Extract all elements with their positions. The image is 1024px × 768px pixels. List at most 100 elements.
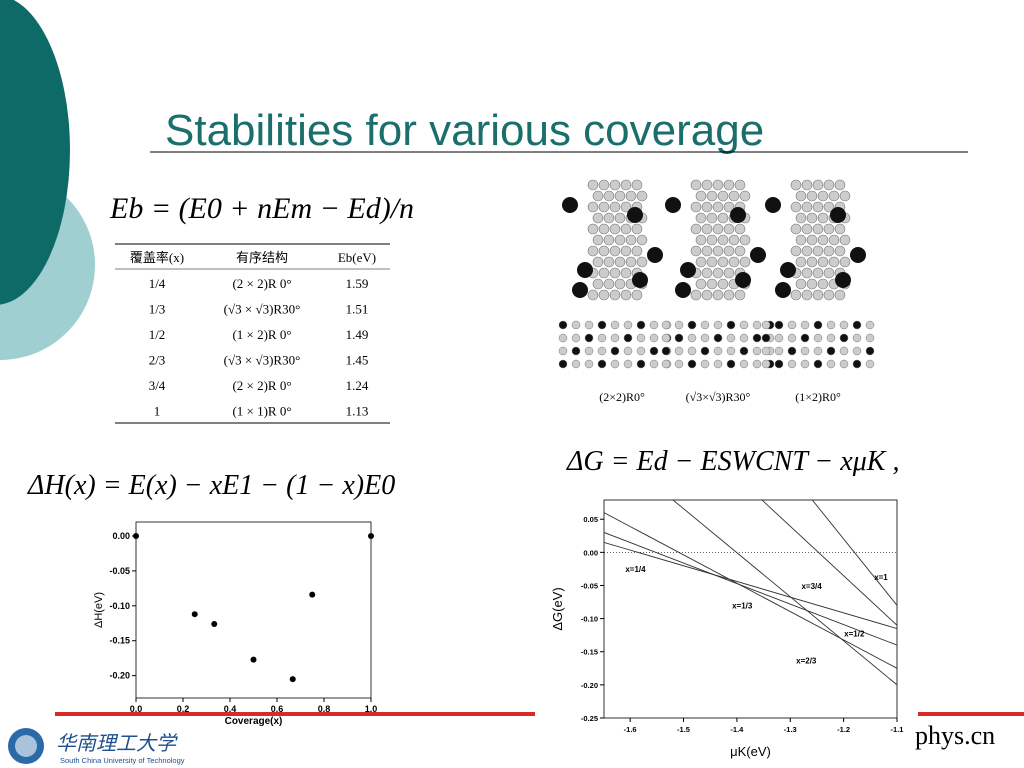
point: [309, 591, 316, 598]
atom: [852, 359, 862, 369]
atom: [752, 346, 762, 356]
atom: [835, 272, 851, 288]
atom: [610, 333, 620, 343]
series-label: x=1/2: [844, 629, 865, 638]
atom: [734, 223, 746, 235]
atom: [584, 333, 594, 343]
atom: [610, 346, 620, 356]
x-axis-label: Coverage(x): [225, 716, 283, 727]
formula: Eb = (E0 + nEm − Ed)/n: [109, 192, 414, 225]
atom: [636, 359, 646, 369]
table-header: 有序结构: [236, 250, 288, 265]
atom: [571, 333, 581, 343]
atom: [592, 278, 604, 290]
atom: [598, 289, 610, 301]
atom: [571, 359, 581, 369]
atom: [834, 289, 846, 301]
atom: [850, 247, 866, 263]
point: [368, 532, 374, 539]
atom: [826, 320, 836, 330]
atom: [587, 223, 599, 235]
structure-caption: (2×2)R0°: [599, 390, 645, 404]
atom: [598, 179, 610, 191]
atom: [812, 179, 824, 191]
atom: [701, 179, 713, 191]
atom: [865, 359, 875, 369]
atom: [620, 201, 632, 213]
structure-caption: (√3×√3)R30°: [686, 390, 751, 404]
series-line: [604, 532, 897, 646]
x-tick-label: -1.3: [784, 725, 797, 734]
atom: [800, 320, 810, 330]
decor-circle: [0, 0, 70, 305]
atom: [687, 359, 697, 369]
table-cell: 1/4: [149, 276, 166, 291]
series-label: x=2/3: [796, 657, 817, 666]
atom: [813, 359, 823, 369]
atom: [813, 320, 823, 330]
series-line: [672, 500, 897, 686]
table-cell: 1/3: [149, 302, 166, 317]
atom: [661, 320, 671, 330]
atom: [801, 289, 813, 301]
series-line: [761, 500, 897, 626]
atom: [812, 201, 824, 213]
point: [211, 620, 218, 627]
atom: [739, 346, 749, 356]
atom: [649, 359, 659, 369]
atom: [813, 333, 823, 343]
atom: [623, 359, 633, 369]
atom: [839, 256, 851, 268]
atom: [631, 245, 643, 257]
atom: [631, 223, 643, 235]
atom: [701, 201, 713, 213]
atom: [610, 320, 620, 330]
atom: [795, 212, 807, 224]
series-label: x=1/3: [732, 602, 753, 611]
x-tick-label: 0.2: [177, 704, 190, 714]
atom: [690, 245, 702, 257]
atom: [625, 190, 637, 202]
atom: [700, 320, 710, 330]
atom: [712, 245, 724, 257]
atom: [695, 256, 707, 268]
atom: [649, 346, 659, 356]
atom: [765, 197, 781, 213]
atom: [723, 201, 735, 213]
atom: [739, 234, 751, 246]
atom: [609, 201, 621, 213]
atom: [623, 320, 633, 330]
atom: [631, 179, 643, 191]
atom: [735, 272, 751, 288]
atom: [661, 333, 671, 343]
atom: [730, 207, 746, 223]
atom: [700, 333, 710, 343]
atom: [587, 289, 599, 301]
atom: [812, 245, 824, 257]
atom: [787, 359, 797, 369]
atom: [800, 359, 810, 369]
table-cell: 1.45: [346, 353, 369, 368]
atom: [852, 320, 862, 330]
atom: [609, 245, 621, 257]
y-tick-label: -0.25: [581, 714, 598, 723]
atom: [598, 267, 610, 279]
atom: [790, 179, 802, 191]
atom: [649, 320, 659, 330]
series-label: x=1: [874, 573, 888, 582]
atom: [636, 234, 648, 246]
atom: [817, 212, 829, 224]
atom: [739, 256, 751, 268]
atom: [839, 190, 851, 202]
table-cell: (2 × 2)R 0°: [232, 378, 291, 393]
atom: [812, 223, 824, 235]
atom: [806, 256, 818, 268]
atom: [706, 256, 718, 268]
atom: [801, 201, 813, 213]
atom: [701, 245, 713, 257]
table-cell: 2/3: [149, 353, 166, 368]
atom: [726, 346, 736, 356]
table-cell: (1 × 2)R 0°: [232, 327, 291, 342]
atom: [787, 333, 797, 343]
